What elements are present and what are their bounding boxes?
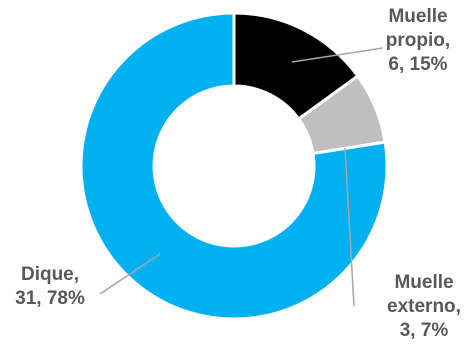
data-label-line: Dique, (21, 264, 79, 285)
leader-lines (99, 47, 384, 307)
data-label-line: propio, (386, 30, 450, 51)
data-label-line: 6, 15% (388, 54, 447, 75)
data-label-line: externo, (387, 296, 461, 317)
donut-slices (79, 11, 389, 321)
donut-slice-dique (79, 11, 389, 321)
data-label-line: Muelle (388, 6, 447, 27)
data-label-dique: Dique, 31, 78% (15, 264, 85, 309)
data-label-muelle-externo: Muelle externo, 3, 7% (387, 272, 461, 341)
data-label-line: 31, 78% (15, 288, 85, 309)
leader-line-dique (99, 253, 161, 295)
leader-line-muelle-externo (344, 147, 355, 307)
data-labels: Muelle propio, 6, 15% Muelle externo, 3, 7% Di… (15, 6, 461, 341)
leader-line-muelle-propio (291, 47, 384, 63)
data-label-line: Muelle (394, 272, 453, 293)
data-label-muelle-propio: Muelle propio, 6, 15% (386, 6, 450, 75)
data-label-line: 3, 7% (400, 320, 449, 341)
